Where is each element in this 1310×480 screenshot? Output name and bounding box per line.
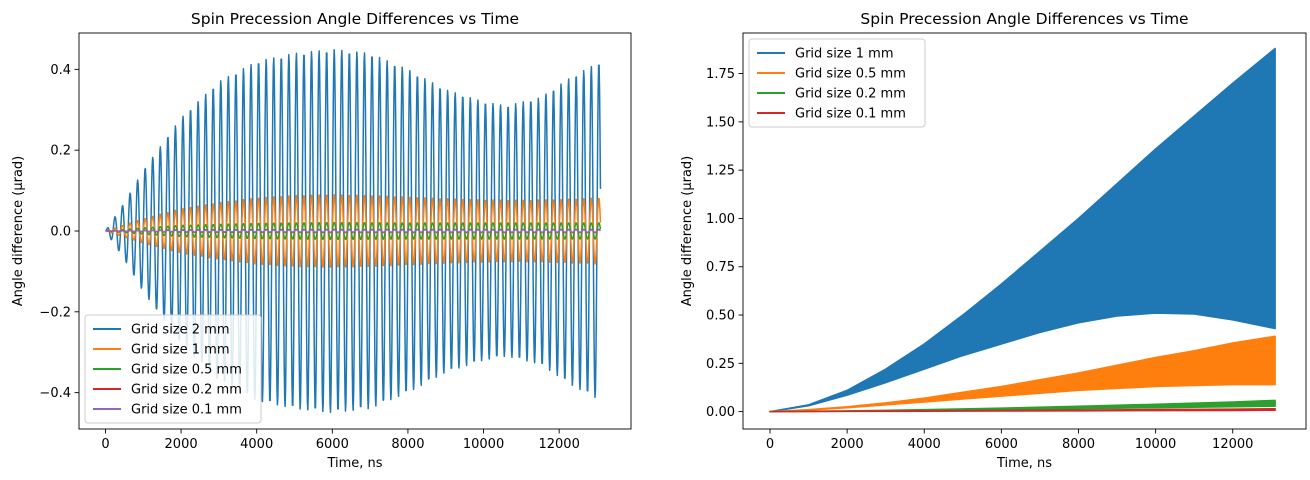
- y-tick-label: −0.2: [39, 305, 71, 320]
- x-tick-label: 12000: [538, 437, 579, 452]
- x-tick-label: 6000: [985, 437, 1018, 452]
- y-tick-label: 1.00: [706, 212, 735, 227]
- legend-label-2: Grid size 0.5 mm: [795, 67, 906, 82]
- chart-1: 0 2000 4000 6000 8000 10000 12000 −0.4 −0.2 0.0 0.…: [11, 10, 632, 471]
- y-tick-label: 0.25: [706, 357, 735, 372]
- chart-2: 0 2000 4000 6000 8000 10000 12000 0.00 0.25 0.50 0…: [680, 10, 1307, 471]
- series-line-2: [105, 193, 602, 269]
- y-tick-label: 1.50: [706, 115, 735, 130]
- x-axis-label: Time, ns: [996, 456, 1052, 471]
- legend-label-3: Grid size 0.5 mm: [131, 363, 242, 378]
- x-axis-label: Time, ns: [326, 456, 382, 471]
- chart-title: Spin Precession Angle Differences vs Tim…: [191, 10, 519, 28]
- x-tick-label: 4000: [908, 437, 941, 452]
- legend-box: [84, 314, 262, 424]
- x-tick-label: 10000: [1135, 437, 1176, 452]
- legend-label-5: Grid size 0.1 mm: [131, 403, 242, 418]
- series-line-5: [105, 229, 601, 233]
- y-tick-label: 0.50: [706, 309, 735, 324]
- legend: Grid size 2 mm Grid size 1 mm Grid size 0.…: [84, 314, 262, 424]
- y-tick-label: 1.25: [706, 164, 735, 179]
- legend-label-1: Grid size 1 mm: [795, 47, 893, 62]
- series-line-1: [105, 48, 602, 414]
- series-line-3: [105, 221, 602, 241]
- axes-frame: [742, 32, 1307, 430]
- plot-data: [105, 48, 602, 414]
- y-tick-label: 0.75: [706, 260, 735, 275]
- legend-label-4: Grid size 0.2 mm: [131, 383, 242, 398]
- x-tick-label: 4000: [240, 437, 273, 452]
- legend-label-3: Grid size 0.2 mm: [795, 87, 906, 102]
- x-tick-label: 6000: [316, 437, 349, 452]
- x-tick-label: 8000: [391, 437, 424, 452]
- x-tick-label: 12000: [1212, 437, 1253, 452]
- series-band-2: [769, 335, 1276, 413]
- y-tick-label: 0.2: [50, 144, 71, 159]
- y-tick-label: 0.4: [50, 63, 71, 78]
- plot-data: [769, 47, 1276, 413]
- legend-box: [748, 38, 926, 128]
- x-tick-label: 0: [101, 437, 109, 452]
- y-axis-label: Angle difference (μrad): [680, 156, 695, 307]
- x-tick-label: 10000: [463, 437, 504, 452]
- y-axis-label: Angle difference (μrad): [11, 156, 26, 307]
- legend-label-1: Grid size 2 mm: [131, 323, 229, 338]
- x-tick-label: 0: [766, 437, 774, 452]
- legend-label-4: Grid size 0.1 mm: [795, 107, 906, 122]
- x-tick-label: 2000: [831, 437, 864, 452]
- legend: Grid size 1 mm Grid size 0.5 mm Grid size …: [748, 38, 926, 128]
- y-tick-label: 0.00: [706, 405, 735, 420]
- x-tick-label: 2000: [165, 437, 198, 452]
- x-tick-label: 8000: [1062, 437, 1095, 452]
- y-tick-label: 0.0: [50, 225, 71, 240]
- series-band-1: [769, 47, 1276, 413]
- y-tick-label: 1.75: [706, 67, 735, 82]
- legend-label-2: Grid size 1 mm: [131, 343, 229, 358]
- series-band-4: [769, 407, 1276, 413]
- chart-title: Spin Precession Angle Differences vs Tim…: [860, 10, 1188, 28]
- y-tick-label: −0.4: [39, 386, 71, 401]
